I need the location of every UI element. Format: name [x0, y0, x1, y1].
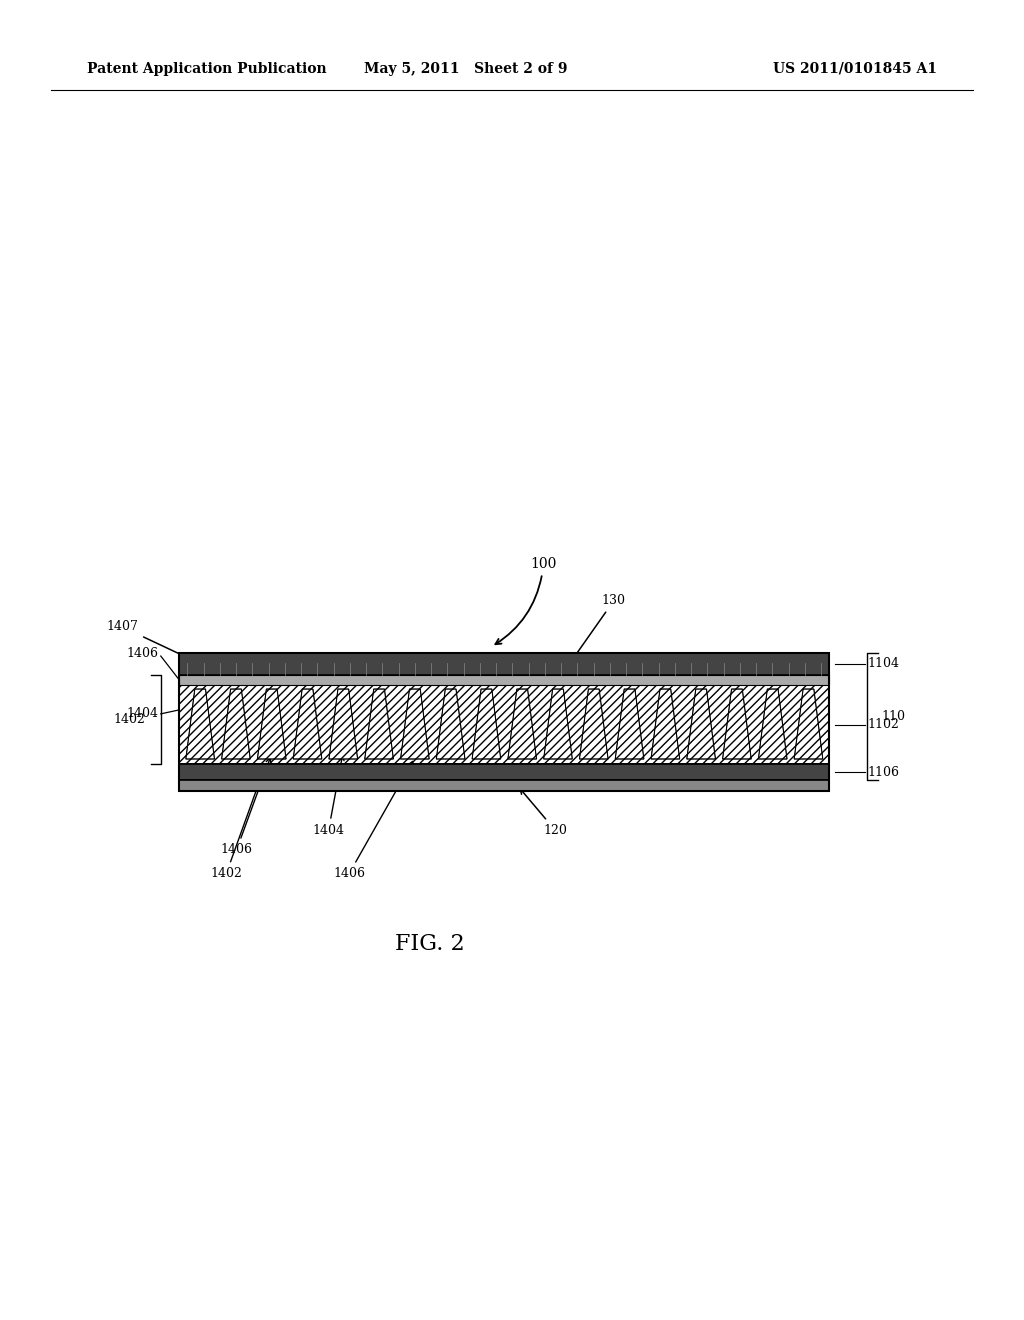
Text: May 5, 2011   Sheet 2 of 9: May 5, 2011 Sheet 2 of 9 [365, 62, 567, 75]
Text: 1406: 1406 [220, 758, 271, 857]
Text: 1406: 1406 [127, 647, 159, 660]
Text: 1406: 1406 [333, 762, 413, 880]
Text: 130: 130 [572, 594, 626, 660]
Text: US 2011/0101845 A1: US 2011/0101845 A1 [773, 62, 937, 75]
Text: FIG. 2: FIG. 2 [395, 933, 465, 954]
Polygon shape [723, 689, 752, 759]
Polygon shape [400, 689, 429, 759]
Polygon shape [293, 689, 322, 759]
Text: 1102: 1102 [867, 718, 899, 731]
Text: 1402: 1402 [210, 766, 266, 880]
Polygon shape [759, 689, 787, 759]
Bar [179, 764, 829, 780]
Polygon shape [329, 689, 357, 759]
Polygon shape [221, 689, 250, 759]
Polygon shape [508, 689, 537, 759]
Bar [179, 685, 829, 764]
Text: Patent Application Publication: Patent Application Publication [87, 62, 327, 75]
Bar [179, 653, 829, 791]
Polygon shape [257, 689, 286, 759]
Text: 1404: 1404 [127, 708, 159, 721]
Bar [179, 685, 829, 764]
Text: 120: 120 [520, 789, 567, 837]
Polygon shape [436, 689, 465, 759]
Polygon shape [185, 689, 214, 759]
Text: 1402: 1402 [114, 713, 145, 726]
Polygon shape [651, 689, 680, 759]
Text: 110: 110 [882, 710, 905, 723]
Text: 1104: 1104 [867, 657, 899, 671]
Text: 1404: 1404 [312, 755, 344, 837]
Text: 100: 100 [496, 557, 557, 644]
Polygon shape [615, 689, 644, 759]
Bar [179, 653, 829, 675]
Polygon shape [544, 689, 572, 759]
Text: 1106: 1106 [867, 766, 899, 779]
Text: 1407: 1407 [106, 620, 206, 667]
Polygon shape [365, 689, 393, 759]
Polygon shape [580, 689, 608, 759]
Polygon shape [795, 689, 823, 759]
Polygon shape [687, 689, 716, 759]
Bar [179, 780, 829, 791]
Polygon shape [472, 689, 501, 759]
Bar [179, 675, 829, 685]
